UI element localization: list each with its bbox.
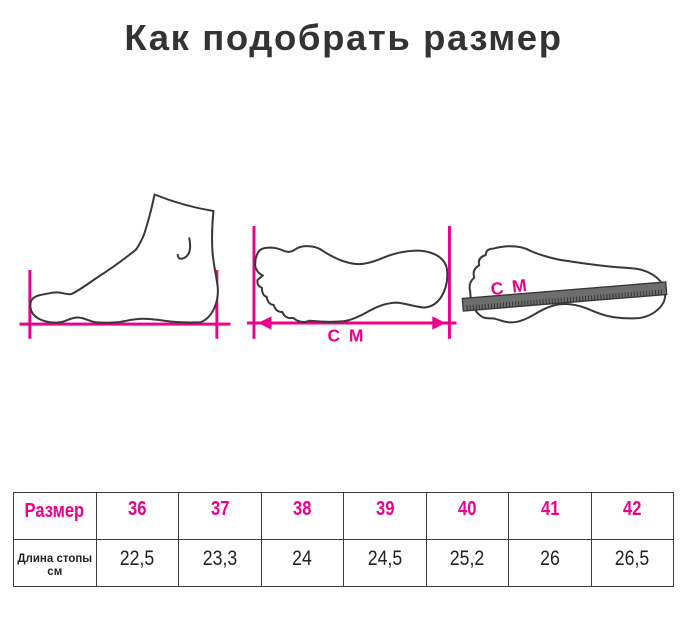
svg-text:СМ: СМ: [328, 326, 373, 346]
